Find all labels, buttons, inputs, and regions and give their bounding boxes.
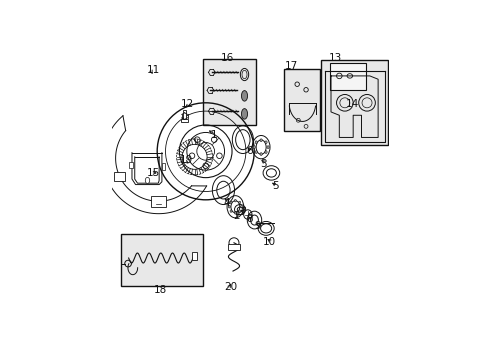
Bar [284, 69, 320, 131]
Text: 18: 18 [154, 285, 167, 296]
Bar [129, 162, 132, 168]
Text: 13: 13 [328, 53, 341, 63]
Ellipse shape [238, 210, 240, 212]
Ellipse shape [241, 91, 247, 101]
Ellipse shape [241, 109, 247, 119]
Text: 6: 6 [246, 146, 253, 156]
Ellipse shape [230, 201, 231, 204]
Text: 17: 17 [285, 61, 298, 71]
Ellipse shape [230, 210, 231, 212]
Ellipse shape [264, 141, 266, 144]
Bar [121, 234, 203, 286]
Ellipse shape [228, 206, 230, 208]
Text: 5: 5 [271, 181, 278, 191]
Ellipse shape [145, 177, 149, 184]
Text: 2: 2 [233, 211, 240, 221]
Ellipse shape [238, 201, 240, 204]
Ellipse shape [260, 139, 262, 141]
Text: 4: 4 [224, 198, 230, 208]
Bar [113, 172, 124, 181]
Ellipse shape [234, 199, 236, 202]
Bar [227, 244, 240, 250]
Text: 3: 3 [260, 159, 266, 169]
Ellipse shape [264, 151, 266, 153]
Bar [183, 110, 186, 120]
Ellipse shape [266, 146, 268, 149]
Bar [150, 196, 166, 207]
Ellipse shape [234, 212, 236, 214]
Text: 10: 10 [263, 237, 275, 247]
Bar [181, 119, 188, 122]
Text: 19: 19 [179, 155, 193, 165]
Text: 1: 1 [210, 130, 217, 140]
Text: 9: 9 [254, 221, 260, 231]
Bar [321, 60, 387, 145]
Text: 15: 15 [146, 168, 160, 178]
Text: 12: 12 [181, 99, 194, 109]
Ellipse shape [255, 141, 257, 144]
Ellipse shape [240, 206, 242, 208]
Bar [191, 252, 197, 260]
Text: 11: 11 [146, 66, 160, 75]
Bar [330, 63, 366, 90]
Text: 16: 16 [221, 53, 234, 63]
Ellipse shape [255, 151, 257, 153]
Ellipse shape [253, 146, 255, 149]
Bar [162, 163, 165, 170]
Text: 14: 14 [346, 99, 359, 109]
Ellipse shape [260, 153, 262, 156]
Text: 20: 20 [224, 282, 237, 292]
Text: 7: 7 [239, 207, 245, 217]
Text: 8: 8 [246, 214, 253, 224]
Bar [203, 59, 255, 125]
